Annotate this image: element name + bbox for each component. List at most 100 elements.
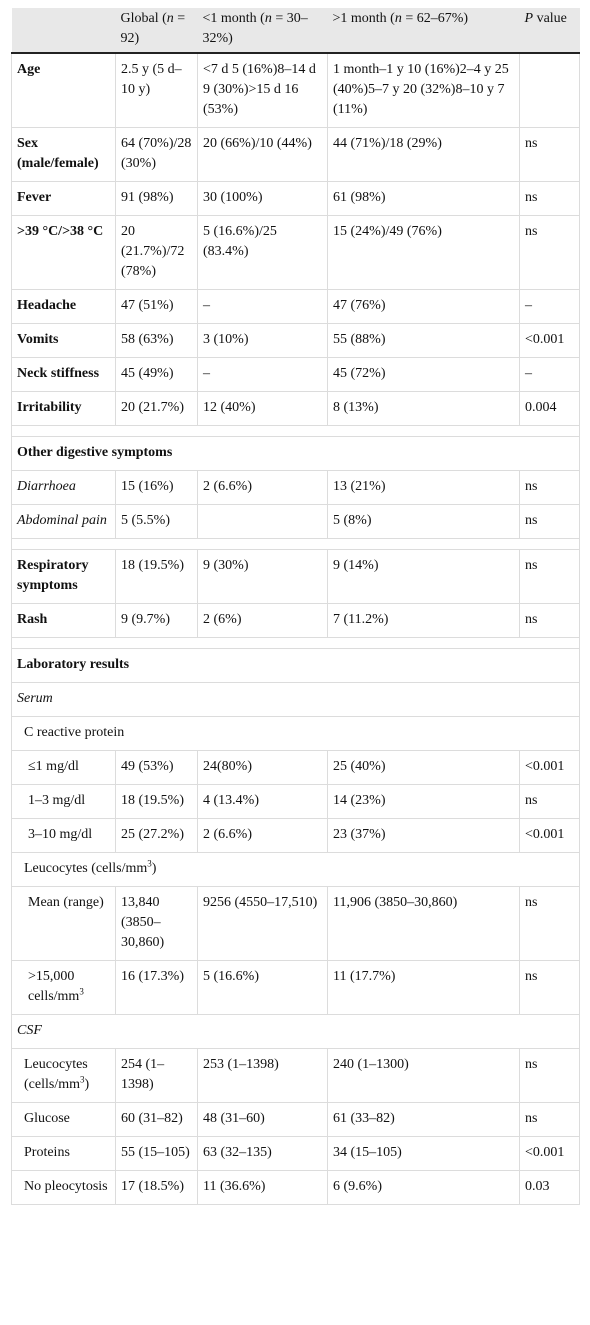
cell-text: ns (525, 558, 538, 573)
table-cell: 11 (36.6%) (197, 1170, 328, 1205)
table-row (11, 425, 580, 437)
cell-text: Mean (range) (28, 895, 104, 910)
header-cell: <1 month (n = 30–32%) (197, 8, 328, 54)
table-cell: 48 (31–60) (197, 1102, 328, 1137)
cell-text: ns (525, 136, 538, 151)
cell-text: Headache (17, 298, 77, 313)
table-row: Neck stiffness 45 (49%) – 45 (72%) – (11, 357, 580, 392)
cell-text: 49 (53%) (121, 759, 174, 774)
cell-text: 11 (36.6%) (203, 1179, 266, 1194)
table-cell: – (519, 357, 580, 392)
cell-text: <0.001 (525, 827, 565, 842)
cell-text: ns (525, 513, 538, 528)
table-row: No pleocytosis 17 (18.5%) 11 (36.6%) 6 (9.6… (11, 1170, 580, 1205)
cell-text: 24(80%) (203, 759, 252, 774)
header-cell: P value (519, 8, 580, 54)
row-label: No pleocytosis (11, 1170, 116, 1205)
row-label: CSF (11, 1014, 580, 1049)
table-cell: 91 (98%) (115, 181, 198, 216)
table-cell: 49 (53%) (115, 750, 198, 785)
cell-text: 34 (15–105) (333, 1145, 402, 1160)
table-cell: <0.001 (519, 750, 580, 785)
table-row: Proteins 55 (15–105) 63 (32–135) 34 (15–105… (11, 1136, 580, 1171)
cell-text: 47 (76%) (333, 298, 386, 313)
cell-text: 254 (1–1398) (121, 1057, 165, 1092)
table-row: C reactive protein (11, 716, 580, 751)
table-cell: 55 (15–105) (115, 1136, 198, 1171)
table-row: Abdominal pain 5 (5.5%) 5 (8%) ns (11, 504, 580, 539)
cell-text: 25 (27.2%) (121, 827, 184, 842)
table-row: Other digestive symptoms (11, 436, 580, 471)
table-cell: 60 (31–82) (115, 1102, 198, 1137)
cell-text: ) (151, 861, 157, 876)
italic-text: n (264, 11, 272, 26)
cell-text: 6 (9.6%) (333, 1179, 382, 1194)
table-cell: ns (519, 1102, 580, 1137)
row-label: C reactive protein (11, 716, 580, 751)
table-row: Laboratory results (11, 648, 580, 683)
table-cell: 34 (15–105) (327, 1136, 520, 1171)
table-row: Leucocytes (cells/mm3) (11, 852, 580, 887)
table-cell: 7 (11.2%) (327, 603, 520, 638)
cell-text: – (525, 366, 532, 381)
table-cell: 2 (6%) (197, 603, 328, 638)
table-cell: ns (519, 549, 580, 604)
cell-text: ≤1 mg/dl (28, 759, 79, 774)
cell-text: 12 (40%) (203, 400, 256, 415)
table-cell: 5 (16.6%)/25 (83.4%) (197, 215, 328, 290)
cell-text: 60 (31–82) (121, 1111, 183, 1126)
table-row: ≤1 mg/dl 49 (53%) 24(80%) 25 (40%) <0.001 (11, 750, 580, 785)
superscript: 3 (147, 858, 152, 869)
table-cell: 8 (13%) (327, 391, 520, 426)
table-cell: <0.001 (519, 323, 580, 358)
cell-text: 9 (14%) (333, 558, 379, 573)
table-cell: – (197, 289, 328, 324)
row-label: Fever (11, 181, 116, 216)
table-row (11, 538, 580, 550)
table-cell: 9256 (4550–17,510) (197, 886, 328, 961)
italic-text: n (394, 11, 402, 26)
cell-text: 2.5 y (5 d–10 y) (121, 62, 182, 97)
table-cell: <7 d 5 (16%)8–14 d 9 (30%)>15 d 16 (53%) (197, 52, 328, 128)
cell-text: 63 (32–135) (203, 1145, 272, 1160)
cell-text: 47 (51%) (121, 298, 174, 313)
cell-text: 61 (33–82) (333, 1111, 395, 1126)
table-row: Sex (male/female) 64 (70%)/28 (30%) 20 (66… (11, 127, 580, 182)
cell-text: ns (525, 479, 538, 494)
cell-text: <7 d 5 (16%)8–14 d 9 (30%)>15 d 16 (53%) (203, 62, 316, 117)
table-cell: ns (519, 470, 580, 505)
row-label: Leucocytes (cells/mm3) (11, 1048, 116, 1103)
cell-text: Abdominal pain (17, 513, 107, 528)
cell-text: 5 (16.6%)/25 (83.4%) (203, 224, 277, 259)
cell-text: 3 (10%) (203, 332, 249, 347)
cell-text: Laboratory results (17, 657, 130, 672)
table-cell: 6 (9.6%) (327, 1170, 520, 1205)
table-cell: ns (519, 603, 580, 638)
cell-text: Leucocytes (cells/mm (24, 861, 148, 876)
table-cell: 16 (17.3%) (115, 960, 198, 1015)
cell-text: 45 (49%) (121, 366, 174, 381)
table-cell: 15 (16%) (115, 470, 198, 505)
table-cell: 25 (27.2%) (115, 818, 198, 853)
header-cell: Global (n = 92) (115, 8, 198, 54)
cell-text: 44 (71%)/18 (29%) (333, 136, 442, 151)
row-label: 1–3 mg/dl (11, 784, 116, 819)
row-label: Age (11, 52, 116, 128)
cell-text: Neck stiffness (17, 366, 100, 381)
cell-text: Sex (male/female) (17, 136, 99, 171)
cell-text: Glucose (24, 1111, 70, 1126)
table-cell: 2.5 y (5 d–10 y) (115, 52, 198, 128)
table-cell: 0.004 (519, 391, 580, 426)
header-row: Global (n = 92) <1 month (n = 30–32%) >1 m… (11, 8, 580, 54)
cell-text: = 62–67%) (401, 11, 469, 26)
cell-text: 0.03 (525, 1179, 550, 1194)
cell-text: Leucocytes (cells/mm (24, 1057, 88, 1092)
cell-text: Age (17, 62, 41, 77)
cell-text: 11,906 (3850–30,860) (333, 895, 458, 910)
row-label: Glucose (11, 1102, 116, 1137)
table-cell (197, 504, 328, 539)
row-label: ≤1 mg/dl (11, 750, 116, 785)
cell-text: 2 (6.6%) (203, 827, 252, 842)
cell-text: 2 (6%) (203, 612, 242, 627)
cell-text: 58 (63%) (121, 332, 174, 347)
